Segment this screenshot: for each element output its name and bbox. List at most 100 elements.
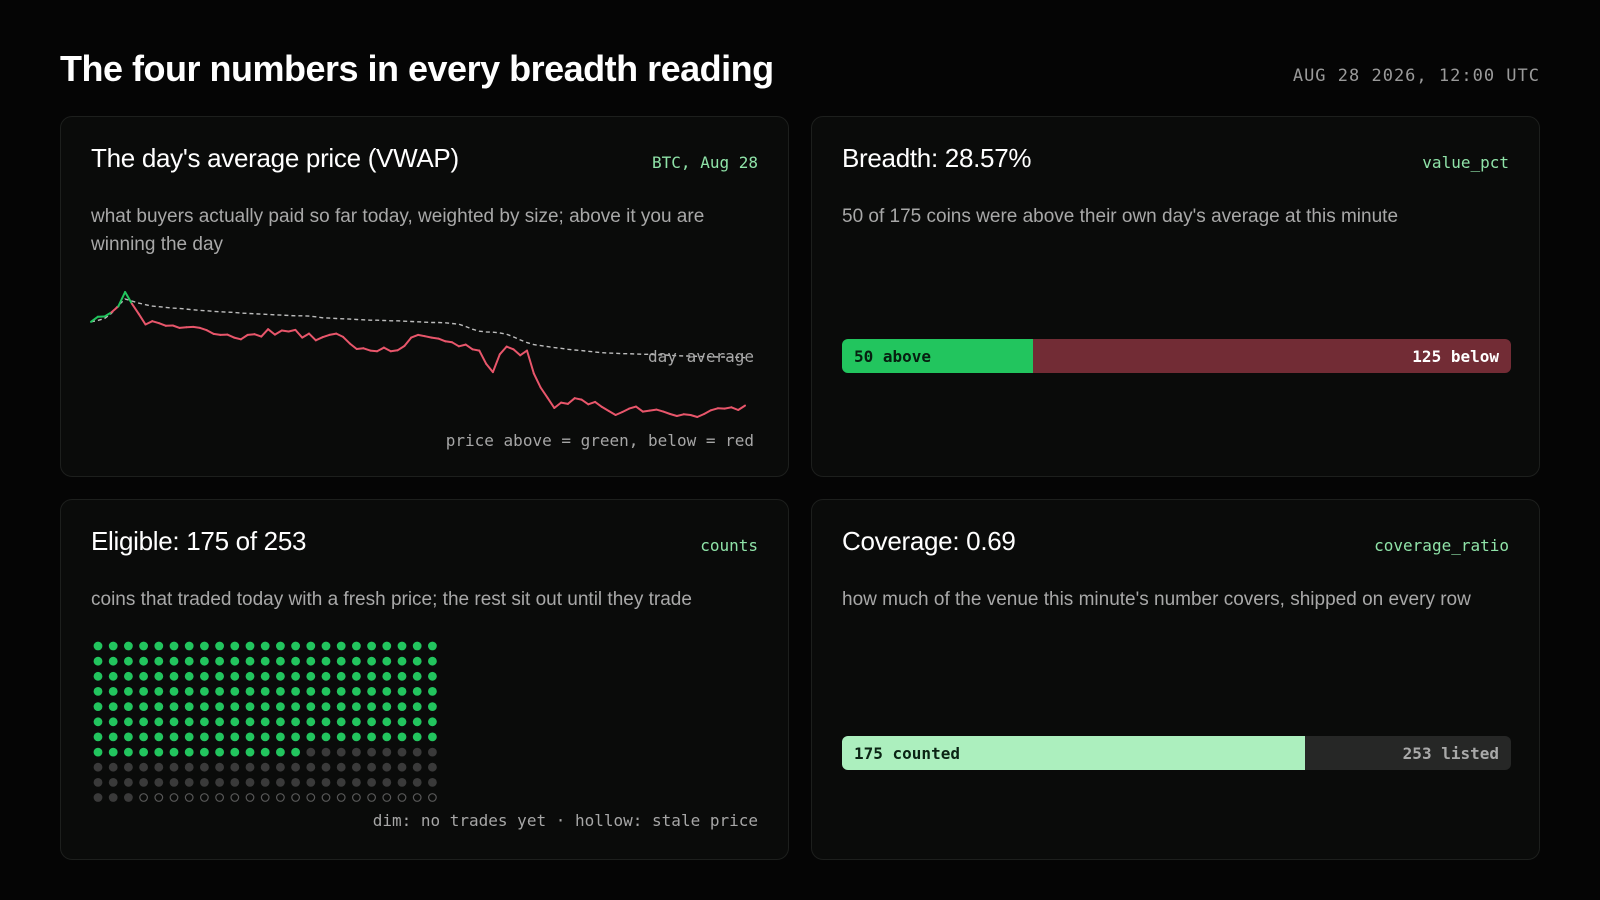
price-line-segment [464,343,474,351]
eligible-coin-dot [397,732,407,742]
eligible-coin-dot [245,717,255,727]
eligible-coin-dot [260,747,270,757]
eligible-coin-dot [336,717,346,727]
eligible-coin-dot [93,671,103,681]
eligible-coin-dot [321,702,331,711]
price-line-segment [648,408,658,412]
eligible-coin-dot [93,717,103,727]
coverage-listed-segment: 253 listed [1304,736,1511,770]
stale-coin-dot [275,793,285,802]
price-line-segment [485,362,494,374]
no-trades-coin-dot [139,778,148,787]
eligible-coin-dot [154,702,164,711]
eligible-coin-dot [154,641,164,651]
no-trades-coin-dot [382,747,392,757]
price-line-segment [689,414,699,418]
eligible-coin-dot [321,717,331,727]
eligible-coin-dot [200,732,209,742]
no-trades-coin-dot [93,778,103,787]
eligible-coin-dot [276,747,285,757]
no-trades-coin-dot [276,778,285,787]
coverage-bar: 175 counted 253 listed [842,736,1511,770]
eligible-coin-dot [108,671,118,681]
eligible-coin-dot [367,702,376,711]
eligible-coin-dot [276,717,285,727]
eligible-coin-dot [93,687,103,696]
no-trades-coin-dot [382,778,392,787]
price-line-segment [614,411,624,416]
eligible-coin-dot [382,687,392,696]
price-line-segment [192,325,201,329]
eligible-coin-dot [291,687,300,696]
price-line-segment [560,401,569,405]
eligible-coin-dot [215,687,225,696]
price-line-segment [348,342,358,350]
no-trades-coin-dot [291,762,300,772]
eligible-coin-dot [412,732,422,742]
price-line-segment [355,347,365,350]
price-line-segment [519,349,528,357]
stale-coin-dot [154,793,164,802]
eligible-coin-dot [412,702,422,711]
eligible-coin-dot [108,747,118,757]
no-trades-coin-dot [367,762,376,772]
price-line-segment [151,320,161,325]
eligible-coin-dot [428,641,437,651]
price-line-segment [239,333,249,341]
stale-coin-dot [412,793,422,802]
eligible-coin-dot [291,717,300,727]
price-line-segment [199,326,208,332]
eligible-coin-dot [124,747,133,757]
price-line-segment [321,333,331,339]
eligible-coin-dot [276,656,285,666]
eligible-coin-dot [124,732,133,742]
eligible-coin-dot [200,687,209,696]
eligible-coin-dot [367,717,376,727]
vwap-card-description: what buyers actually paid so far today, … [91,206,705,255]
eligible-coin-dot [124,702,133,711]
eligible-coin-dot [169,687,179,696]
eligible-coin-dot [215,671,225,681]
price-line-segment [532,372,542,389]
price-line-segment [669,413,678,417]
price-line-segment [526,349,535,375]
eligible-coin-dot [184,702,194,711]
eligible-coin-dot [397,656,407,666]
price-line-segment [682,413,692,416]
eligible-coin-dot [352,687,361,696]
eligible-coin-dot [321,732,331,742]
eligible-coin-dot [382,732,392,742]
no-trades-coin-dot [154,762,164,772]
stale-coin-dot [230,793,240,802]
no-trades-coin-dot [397,778,407,787]
no-trades-coin-dot [428,762,437,772]
breadth-card: Breadth: 28.57% value_pct 50 of 175 coin… [811,116,1540,477]
price-line-segment [144,320,154,326]
eligible-coin-dot [382,656,392,666]
eligible-coin-dot [215,641,225,651]
eligible-coin-dot [230,641,240,651]
eligible-coin-dot [169,702,179,711]
eligible-coin-dot [260,656,270,666]
stale-coin-dot [306,793,316,802]
stale-coin-dot [428,793,437,802]
stale-coin-dot [184,793,194,802]
price-line-segment [382,346,392,353]
price-line-segment [457,343,467,348]
no-trades-coin-dot [321,747,331,757]
price-line-segment [553,401,563,409]
no-trades-coin-dot [291,778,300,787]
eligible-coin-dot [291,732,300,742]
price-line-segment [396,345,406,352]
eligible-coin-dot [93,702,103,711]
eligible-coin-dot [184,687,194,696]
no-trades-coin-dot [230,762,240,772]
no-trades-coin-dot [200,762,209,772]
price-line-segment [675,413,685,417]
price-line-segment [662,410,672,415]
price-line-segment [566,397,576,405]
price-line-segment [233,336,242,341]
eligible-coin-dot [428,656,437,666]
no-trades-coin-dot [245,778,255,787]
eligible-coin-dot [397,641,407,651]
